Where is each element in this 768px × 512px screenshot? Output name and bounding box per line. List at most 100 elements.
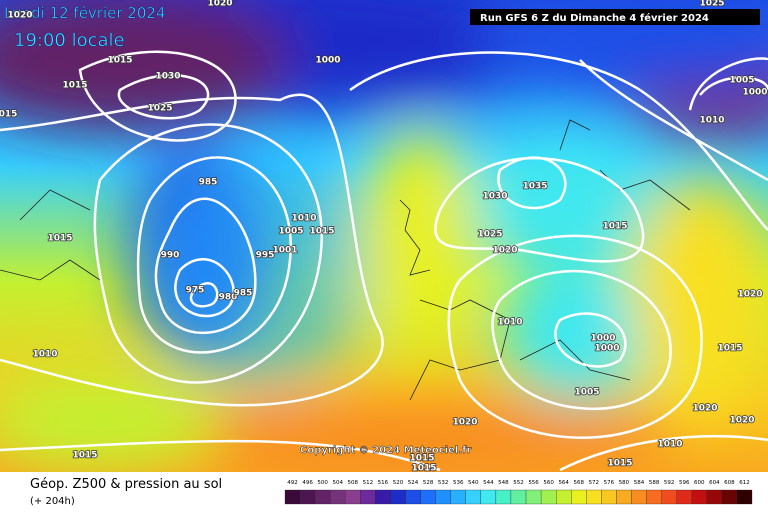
isobar-label: 1015	[602, 222, 627, 232]
forecast-time: 19:00 locale	[14, 30, 125, 51]
scale-label: 520	[393, 480, 404, 486]
isobar-label: 1015	[607, 459, 632, 469]
lead-time: (+ 204h)	[30, 496, 75, 507]
scale-swatch	[556, 489, 572, 505]
scale-swatch	[510, 489, 527, 505]
isobar-label: 980	[219, 293, 238, 303]
scale-swatch	[284, 489, 301, 505]
isobar-label: 1005	[278, 227, 303, 237]
scale-swatch	[601, 489, 617, 505]
run-box	[470, 9, 760, 25]
scale-label: 512	[363, 480, 374, 486]
isobar-label: 1020	[7, 11, 32, 21]
scale-label: 496	[302, 480, 313, 486]
scale-swatch	[495, 489, 512, 505]
isobar-label: 990	[161, 251, 180, 261]
isobars	[0, 50, 768, 472]
scale-swatch	[314, 489, 331, 505]
scale-swatch	[405, 489, 421, 505]
isobar-label: 995	[256, 251, 275, 261]
scale-swatch	[661, 489, 677, 505]
field	[0, 0, 768, 480]
forecast-date: Lundi 12 février 2024	[4, 4, 165, 22]
isobar-label: 1015	[72, 451, 97, 461]
scale-label: 576	[604, 480, 615, 486]
isobar-label: 985	[199, 178, 218, 188]
scale-swatch	[616, 489, 632, 505]
isobar-label: 1015	[409, 454, 434, 464]
isobar-label: 1025	[147, 104, 172, 114]
isobar-label: 1015	[309, 227, 334, 237]
scale-label: 608	[724, 480, 735, 486]
isobar-label: 1000	[315, 56, 340, 66]
scale-label: 564	[558, 480, 569, 486]
scale-label: 516	[378, 480, 389, 486]
scale-label: 552	[513, 480, 524, 486]
scale-swatch	[586, 489, 602, 505]
isobar-label: 1001	[272, 246, 297, 256]
isobar-label: 1005	[729, 76, 754, 86]
scale-label: 580	[619, 480, 630, 486]
isobar-label: 1010	[291, 214, 316, 224]
scale-label: 568	[574, 480, 585, 486]
isobar-label: 975	[186, 286, 205, 296]
scale-label: 596	[679, 480, 690, 486]
isobar-label: 1015	[717, 344, 742, 354]
scale-label: 528	[423, 480, 434, 486]
scale-swatch	[345, 489, 361, 505]
scale-label: 600	[694, 480, 705, 486]
isobar-label: 1025	[477, 230, 502, 240]
scale-label: 592	[664, 480, 675, 486]
scale-swatch	[676, 489, 692, 505]
isobar-label: 1020	[207, 0, 232, 9]
isobar-label: 1035	[522, 182, 547, 192]
isobar-label: 1010	[32, 350, 57, 360]
scale-swatch	[646, 489, 662, 505]
isobar-label: 1015	[107, 56, 132, 66]
isobar-label: 1010	[497, 318, 522, 328]
scale-label: 500	[317, 480, 328, 486]
isobar-label: 015	[0, 110, 17, 120]
scale-swatch	[631, 489, 647, 505]
isobar-label: 1010	[699, 116, 724, 126]
scale-label: 604	[709, 480, 720, 486]
isobar-label: 1025	[699, 0, 724, 9]
isobar-label: 1000	[594, 344, 619, 354]
scale-swatch	[330, 489, 346, 505]
scale-swatch	[299, 489, 316, 505]
scale-label: 536	[453, 480, 464, 486]
scale-swatch	[525, 489, 542, 505]
scale-swatch	[571, 489, 587, 505]
scale-swatch	[465, 489, 481, 505]
isobar-label: 1015	[62, 81, 87, 91]
scale-swatch	[721, 489, 738, 505]
isobar-label: 1015	[47, 234, 72, 244]
scale-label: 572	[589, 480, 600, 486]
scale-swatch	[420, 489, 436, 505]
scale-swatch	[375, 489, 391, 505]
scale-swatch	[360, 489, 376, 505]
scale-swatch	[691, 489, 707, 505]
scale-label: 544	[483, 480, 494, 486]
scale-label: 548	[498, 480, 509, 486]
isobar-label: 1020	[692, 404, 717, 414]
scale-label: 508	[348, 480, 359, 486]
isobar-label: 985	[234, 289, 253, 299]
scale-swatch	[480, 489, 497, 505]
scale-label: 612	[739, 480, 750, 486]
isobar-label: 1000	[590, 334, 615, 344]
scale-label: 540	[468, 480, 479, 486]
run-info: Run GFS 6 Z du Dimanche 4 février 2024	[480, 12, 709, 24]
isobar-label: 1000	[742, 88, 767, 98]
scale-swatch	[736, 489, 753, 505]
scale-swatch	[540, 489, 557, 505]
scale-label: 584	[634, 480, 645, 486]
scale-swatch	[390, 489, 406, 505]
legend-title: Géop. Z500 & pression au sol	[30, 477, 222, 492]
scale-label: 524	[408, 480, 419, 486]
isobar-label: 1005	[574, 388, 599, 398]
scale-swatch	[435, 489, 451, 505]
isobar-label: 1015	[411, 464, 436, 474]
